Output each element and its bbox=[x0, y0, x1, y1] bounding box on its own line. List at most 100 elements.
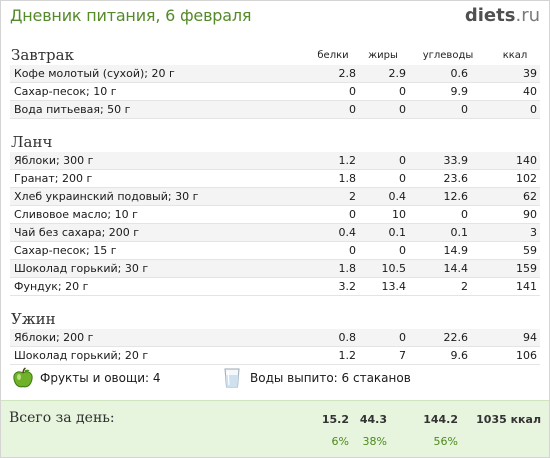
kcal-cell: 39 bbox=[523, 67, 537, 80]
carbs-cell: 33.9 bbox=[443, 154, 469, 167]
column-header-carbs: углеводы bbox=[422, 50, 474, 61]
food-name: Кофе молотый (сухой); 20 г bbox=[14, 67, 175, 80]
table-row: Яблоки; 200 г 0.8 0 22.6 94 bbox=[10, 329, 540, 347]
protein-cell: 1.2 bbox=[338, 154, 357, 167]
food-name: Сахар-песок; 10 г bbox=[14, 85, 117, 98]
carbs-cell: 14.9 bbox=[443, 244, 469, 257]
carbs-cell: 14.4 bbox=[443, 262, 469, 275]
meal-header: Ужин bbox=[10, 308, 540, 329]
table-row: Вода питьевая; 50 г 0 0 0 0 bbox=[10, 101, 540, 119]
kcal-cell: 141 bbox=[516, 280, 537, 293]
protein-cell: 0 bbox=[349, 244, 356, 257]
fat-cell: 7 bbox=[399, 349, 406, 362]
meal-dinner: Ужин Яблоки; 200 г 0.8 0 22.6 94 Шоколад гор… bbox=[10, 308, 540, 365]
kcal-cell: 94 bbox=[523, 331, 537, 344]
column-header-fat: жиры bbox=[368, 50, 398, 61]
food-name: Фундук; 20 г bbox=[14, 280, 89, 293]
kcal-cell: 3 bbox=[530, 226, 537, 239]
protein-cell: 3.2 bbox=[338, 280, 357, 293]
table-row: Шоколад горький; 30 г 1.8 10.5 14.4 159 bbox=[10, 260, 540, 278]
fat-cell: 0.1 bbox=[388, 226, 407, 239]
meal-name: Ужин bbox=[11, 310, 56, 328]
table-row: Гранат; 200 г 1.8 0 23.6 102 bbox=[10, 170, 540, 188]
extras-bar: Фрукты и овощи: 4 Воды выпито: 6 стакано… bbox=[12, 365, 542, 391]
food-name: Чай без сахара; 200 г bbox=[14, 226, 140, 239]
protein-cell: 0 bbox=[349, 208, 356, 221]
glass-icon bbox=[224, 368, 240, 388]
table-row: Кофе молотый (сухой); 20 г 2.8 2.9 0.6 39 bbox=[10, 65, 540, 83]
column-header-kcal: ккал bbox=[502, 50, 528, 61]
total-fat: 44.3 bbox=[359, 413, 387, 426]
meal-name: Завтрак bbox=[11, 46, 74, 64]
fat-percent: 38% bbox=[362, 435, 387, 448]
logo-tld: .ru bbox=[515, 5, 540, 26]
table-row: Яблоки; 300 г 1.2 0 33.9 140 bbox=[10, 152, 540, 170]
carbs-cell: 0.1 bbox=[450, 226, 469, 239]
kcal-cell: 102 bbox=[516, 172, 537, 185]
protein-cell: 0 bbox=[349, 85, 356, 98]
food-name: Яблоки; 200 г bbox=[14, 331, 94, 344]
site-logo[interactable]: diets.ru bbox=[465, 5, 540, 26]
table-row: Фундук; 20 г 3.2 13.4 2 141 bbox=[10, 278, 540, 296]
food-name: Гранат; 200 г bbox=[14, 172, 93, 185]
fat-cell: 0 bbox=[399, 85, 406, 98]
header: Дневник питания, 6 февраля diets.ru bbox=[1, 1, 549, 35]
meal-lunch: Ланч Яблоки; 300 г 1.2 0 33.9 140 Гранат; 20… bbox=[10, 131, 540, 296]
protein-cell: 0 bbox=[349, 103, 356, 116]
fat-cell: 10 bbox=[392, 208, 406, 221]
fat-cell: 0 bbox=[399, 154, 406, 167]
fat-cell: 0.4 bbox=[388, 190, 407, 203]
table-row: Хлеб украинский подовый; 30 г 2 0.4 12.6 62 bbox=[10, 188, 540, 206]
totals-panel: Всего за день: 15.2 44.3 144.2 1035 ккал… bbox=[1, 400, 549, 457]
page-title: Дневник питания, 6 февраля bbox=[10, 6, 252, 25]
food-name: Яблоки; 300 г bbox=[14, 154, 94, 167]
table-row: Сахар-песок; 15 г 0 0 14.9 59 bbox=[10, 242, 540, 260]
carbs-cell: 23.6 bbox=[443, 172, 469, 185]
carbs-cell: 0.6 bbox=[450, 67, 469, 80]
fat-cell: 13.4 bbox=[381, 280, 407, 293]
carbs-cell: 0 bbox=[461, 208, 468, 221]
protein-cell: 1.8 bbox=[338, 262, 357, 275]
meal-header: Ланч bbox=[10, 131, 540, 152]
kcal-cell: 0 bbox=[530, 103, 537, 116]
food-name: Хлеб украинский подовый; 30 г bbox=[14, 190, 199, 203]
meal-header: Завтрак белки жиры углеводы ккал bbox=[10, 44, 540, 65]
fruit-text: Фрукты и овощи: 4 bbox=[40, 371, 161, 385]
table-row: Сахар-песок; 10 г 0 0 9.9 40 bbox=[10, 83, 540, 101]
fat-cell: 0 bbox=[399, 331, 406, 344]
protein-cell: 2 bbox=[349, 190, 356, 203]
food-name: Шоколад горький; 30 г bbox=[14, 262, 149, 275]
kcal-cell: 62 bbox=[523, 190, 537, 203]
protein-cell: 2.8 bbox=[338, 67, 357, 80]
fat-cell: 0 bbox=[399, 103, 406, 116]
fat-cell: 0 bbox=[399, 244, 406, 257]
protein-cell: 1.2 bbox=[338, 349, 357, 362]
meal-rows: Яблоки; 200 г 0.8 0 22.6 94 Шоколад горький;… bbox=[10, 329, 540, 365]
carbs-cell: 22.6 bbox=[443, 331, 469, 344]
protein-percent: 6% bbox=[331, 435, 349, 448]
kcal-cell: 159 bbox=[516, 262, 537, 275]
carbs-cell: 9.9 bbox=[450, 85, 469, 98]
carbs-percent: 56% bbox=[433, 435, 458, 448]
kcal-cell: 90 bbox=[523, 208, 537, 221]
diary-table: Завтрак белки жиры углеводы ккал Кофе мо… bbox=[10, 44, 540, 377]
logo-name: diets bbox=[464, 5, 516, 26]
kcal-cell: 140 bbox=[516, 154, 537, 167]
carbs-cell: 12.6 bbox=[443, 190, 469, 203]
meal-rows: Кофе молотый (сухой); 20 г 2.8 2.9 0.6 39 Са… bbox=[10, 65, 540, 119]
food-name: Сахар-песок; 15 г bbox=[14, 244, 117, 257]
meal-breakfast: Завтрак белки жиры углеводы ккал Кофе мо… bbox=[10, 44, 540, 119]
fat-cell: 10.5 bbox=[381, 262, 407, 275]
food-name: Вода питьевая; 50 г bbox=[14, 103, 131, 116]
table-row: Чай без сахара; 200 г 0.4 0.1 0.1 3 bbox=[10, 224, 540, 242]
carbs-cell: 9.6 bbox=[450, 349, 469, 362]
food-name: Сливовое масло; 10 г bbox=[14, 208, 138, 221]
kcal-cell: 40 bbox=[523, 85, 537, 98]
meal-name: Ланч bbox=[11, 133, 53, 151]
carbs-cell: 2 bbox=[461, 280, 468, 293]
apple-icon bbox=[13, 367, 33, 388]
table-row: Сливовое масло; 10 г 0 10 0 90 bbox=[10, 206, 540, 224]
column-header-protein: белки bbox=[317, 50, 349, 61]
food-name: Шоколад горький; 20 г bbox=[14, 349, 149, 362]
